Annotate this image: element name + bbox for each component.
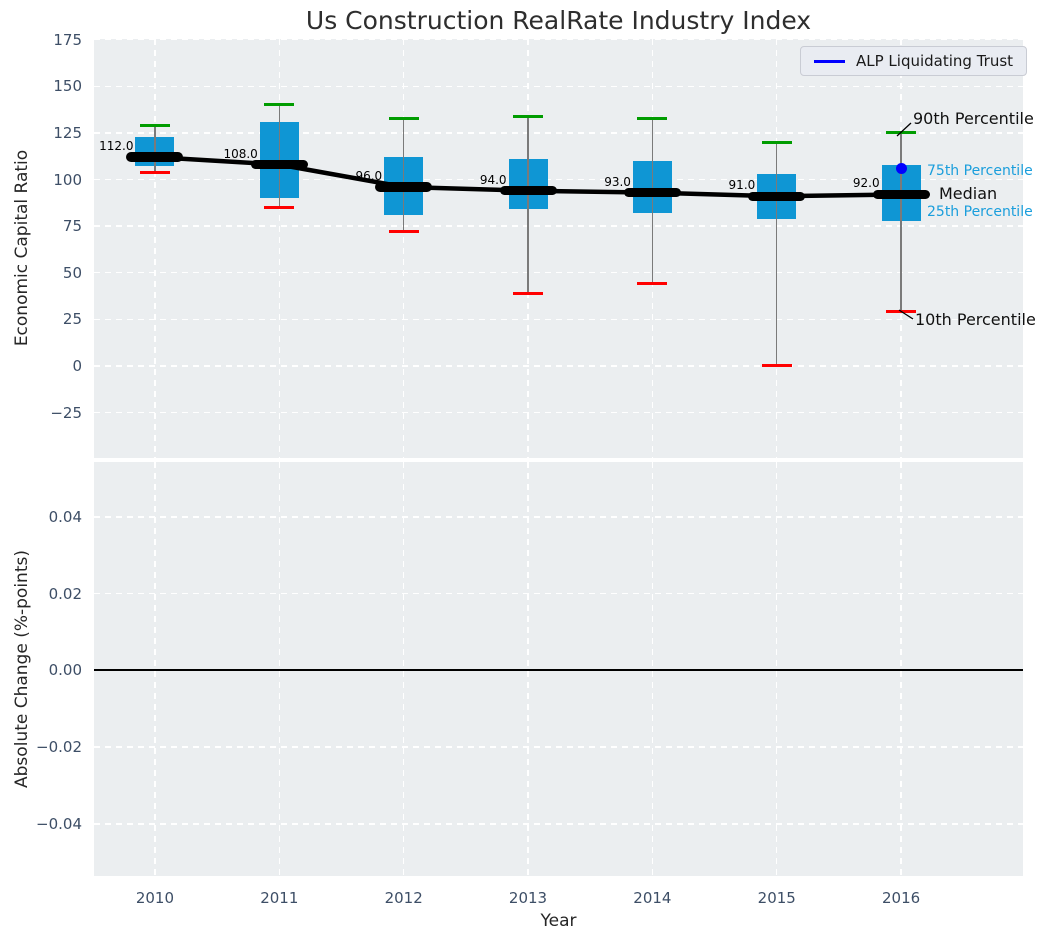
x-tick-label: 2013 [508,889,548,907]
legend-line-swatch [814,59,845,63]
y-tick-label: 100 [53,170,82,189]
annotation-10th-percentile: 10th Percentile [915,310,1036,329]
annotation-90th-percentile: 90th Percentile [913,109,1034,128]
y-tick-label: 0 [72,356,82,375]
x-tick-label: 2012 [384,889,423,907]
y-tick-label: −0.02 [36,738,82,757]
y-axis-label-top: Economic Capital Ratio [12,149,32,347]
legend: ALP Liquidating Trust [800,46,1028,76]
x-tick-label: 2010 [135,889,175,907]
x-axis-label: Year [540,911,577,931]
x-tick-label: 2011 [260,889,299,907]
x-tick-label: 2016 [882,889,921,907]
y-tick-label: 175 [53,30,82,49]
y-tick-label: −25 [50,403,82,422]
legend-label: ALP Liquidating Trust [856,52,1014,70]
y-tick-label: 25 [62,310,82,329]
y-tick-label: 0.04 [48,507,82,526]
annotation-median: Median [939,184,998,203]
y-axis-label-bottom: Absolute Change (%-points) [12,550,32,788]
y-tick-label: −0.04 [36,814,82,833]
top-axes-panel [94,39,1023,458]
y-tick-label: 0.00 [48,661,82,680]
x-tick-label: 2014 [633,889,672,907]
y-tick-label: 75 [62,217,82,236]
x-tick-label: 2015 [757,889,796,907]
chart-title: Us Construction RealRate Industry Index [305,6,812,35]
annotation-25th-percentile: 25th Percentile [927,204,1033,220]
bottom-axes-panel [94,462,1023,876]
y-tick-label: 0.02 [48,584,82,603]
y-tick-label: 125 [53,123,82,142]
y-tick-label: 150 [53,77,82,96]
annotation-75th-percentile: 75th Percentile [927,163,1033,179]
y-tick-label: 50 [62,263,82,282]
